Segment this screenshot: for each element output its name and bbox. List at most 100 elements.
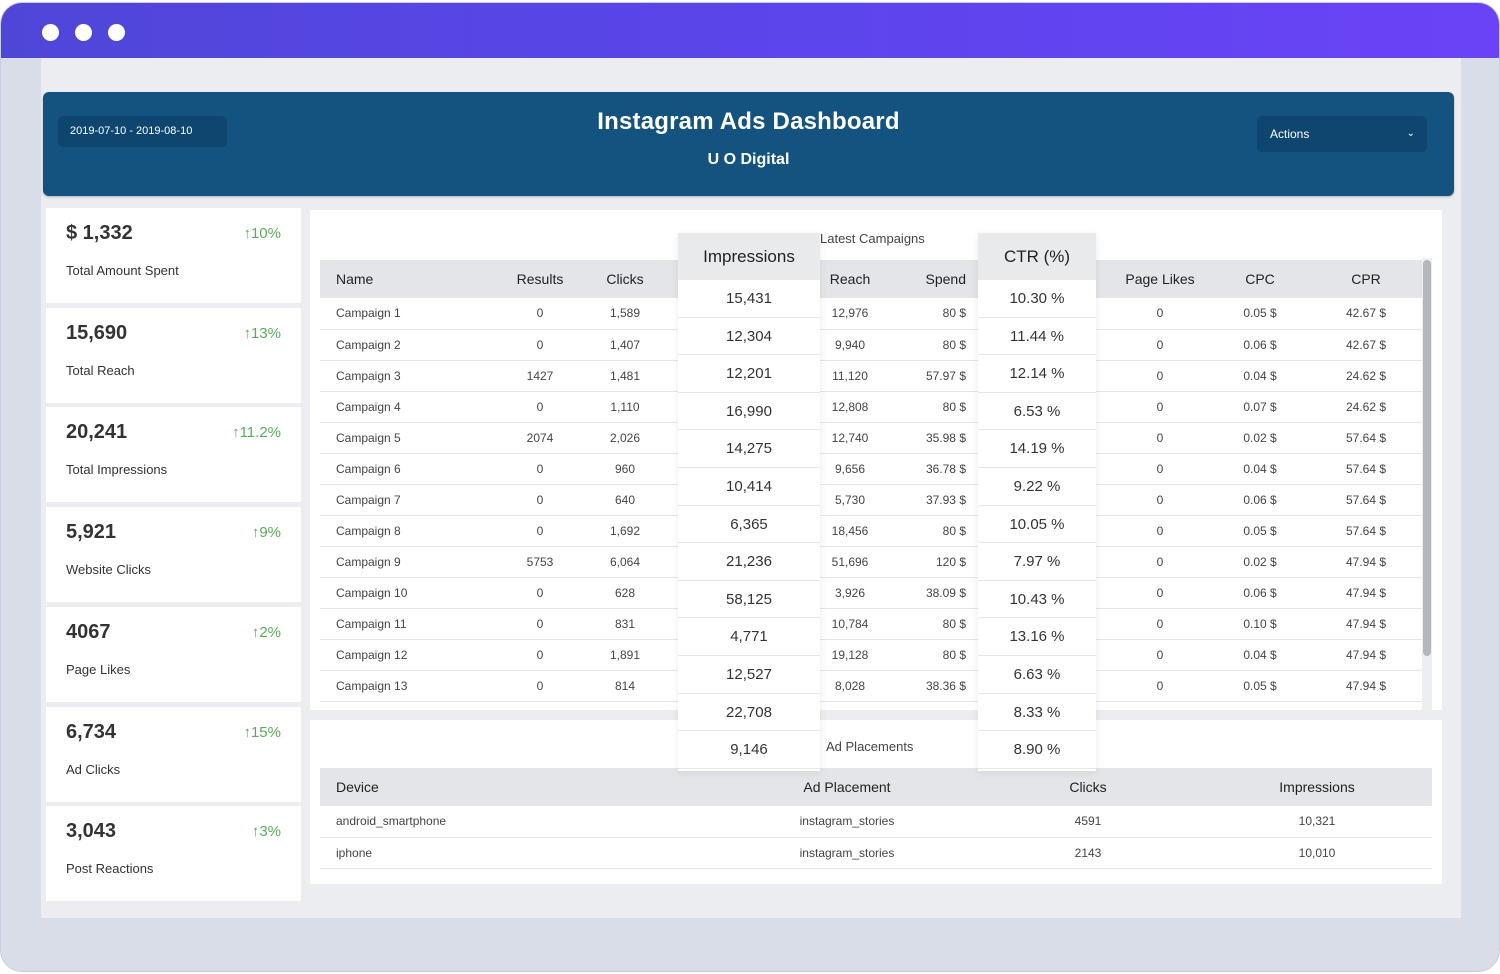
table-cell: 37.93 $ [890, 484, 980, 516]
column-header[interactable]: Results [516, 271, 564, 287]
kpi-card: $ 1,332 ↑10% Total Amount Spent [46, 208, 301, 303]
column-header[interactable]: CPR [1351, 271, 1381, 287]
column-header[interactable]: CPC [1245, 271, 1275, 287]
impressions-cell: 10,414 [678, 468, 820, 506]
table-cell: 8,028 [810, 670, 890, 702]
column-header[interactable]: Ad Placement [803, 779, 891, 795]
table-cell: 42.67 $ [1310, 298, 1422, 330]
kpi-label: Post Reactions [66, 861, 154, 877]
table-cell: 42.67 $ [1310, 329, 1422, 361]
table-cell: 0 [1110, 577, 1210, 609]
table-cell: 80 $ [890, 639, 980, 671]
date-range-picker[interactable]: 2019-07-10 - 2019-08-10 [58, 116, 227, 147]
impressions-cell: 58,125 [678, 581, 820, 619]
table-cell: 0.04 $ [1210, 639, 1310, 671]
window-close-dot[interactable] [42, 24, 59, 41]
window-minimize-dot[interactable] [75, 24, 92, 41]
column-header[interactable]: Name [336, 271, 374, 287]
ctr-highlight-column: CTR (%) 10.30 % 11.44 % 12.14 % 6.53 % 14.19… [978, 233, 1096, 771]
table-cell: 9,656 [810, 453, 890, 485]
campaigns-header-row: NameResultsClicksImpressionsReachSpendCT… [320, 260, 1422, 298]
dashboard-header: 2019-07-10 - 2019-08-10 Instagram Ads Da… [43, 92, 1454, 196]
column-header[interactable]: Page Likes [1125, 271, 1195, 287]
table-cell: 19,128 [810, 639, 890, 671]
ctr-cell: 7.97 % [978, 543, 1096, 581]
ctr-cell: 10.30 % [978, 280, 1096, 318]
column-header[interactable]: Impressions [1279, 779, 1355, 795]
table-cell: 80 $ [890, 391, 980, 423]
table-cell: 10,010 [1202, 837, 1432, 869]
table-cell: 24.62 $ [1310, 391, 1422, 423]
column-header[interactable]: Spend [925, 271, 966, 287]
table-cell: 0 [490, 515, 590, 547]
actions-dropdown[interactable]: Actions ⌄ [1257, 116, 1427, 152]
impressions-highlight-column: Impressions 15,431 12,304 12,201 16,990 14,2… [678, 233, 820, 771]
campaigns-table: NameResultsClicksImpressionsReachSpendCT… [320, 260, 1422, 702]
kpi-card: 6,734 ↑15% Ad Clicks [46, 706, 301, 802]
table-cell: instagram_stories [720, 837, 974, 869]
ctr-cell: 6.53 % [978, 393, 1096, 431]
table-cell: 38.36 $ [890, 670, 980, 702]
table-row[interactable]: iphone instagram_stories 2143 10,010 [320, 837, 1432, 869]
table-cell: Campaign 3 [320, 360, 490, 392]
impressions-cell: 16,990 [678, 393, 820, 431]
column-header[interactable]: Device [336, 779, 379, 795]
column-header[interactable]: Clicks [1069, 779, 1107, 795]
table-cell: 0 [1110, 670, 1210, 702]
impressions-cell: 9,146 [678, 731, 820, 769]
kpi-card: 5,921 ↑9% Website Clicks [46, 507, 301, 603]
kpi-label: Total Amount Spent [66, 263, 179, 278]
table-cell: 0.05 $ [1210, 298, 1310, 330]
table-cell: Campaign 8 [320, 515, 490, 547]
impressions-highlight-header: Impressions [678, 233, 820, 280]
table-cell: 57.64 $ [1310, 422, 1422, 454]
table-cell: 12,808 [810, 391, 890, 423]
table-cell: 47.94 $ [1310, 608, 1422, 640]
chevron-down-icon: ⌄ [1406, 128, 1415, 139]
campaigns-table-wrap: NameResultsClicksImpressionsReachSpendCT… [320, 260, 1422, 705]
placements-header-row: Device Ad Placement Clicks Impressions [320, 768, 1432, 806]
kpi-value: 20,241 [66, 421, 128, 444]
column-header[interactable]: Reach [829, 271, 871, 287]
table-cell: 0 [1110, 546, 1210, 578]
kpi-value: 5,921 [66, 521, 117, 544]
kpi-change: ↑10% [243, 225, 281, 242]
table-cell: 2,026 [590, 422, 660, 454]
table-cell: 80 $ [890, 515, 980, 547]
table-cell: 0 [1110, 484, 1210, 516]
placements-table: Device Ad Placement Clicks Impressions andr… [320, 768, 1432, 869]
kpi-value: 6,734 [66, 720, 117, 743]
ctr-cell: 9.22 % [978, 468, 1096, 506]
page-subtitle: U O Digital [707, 151, 790, 168]
table-cell: 0 [1110, 515, 1210, 547]
table-cell: 0 [1110, 453, 1210, 485]
table-cell: 12,976 [810, 298, 890, 330]
ctr-cell: 8.33 % [978, 694, 1096, 732]
campaigns-scrollbar-thumb[interactable] [1423, 260, 1431, 656]
kpi-change: ↑2% [251, 623, 281, 641]
table-cell: Campaign 11 [320, 608, 490, 640]
window-maximize-dot[interactable] [108, 24, 125, 41]
table-cell: 1,692 [590, 515, 660, 547]
column-header[interactable]: Clicks [606, 271, 644, 287]
table-cell: 0.06 $ [1210, 329, 1310, 361]
table-cell: 640 [590, 484, 660, 516]
table-cell: 35.98 $ [890, 422, 980, 454]
table-cell: Campaign 5 [320, 422, 490, 454]
table-cell: 0.05 $ [1210, 670, 1310, 702]
table-cell: 1,481 [590, 360, 660, 392]
table-row[interactable]: android_smartphone instagram_stories 4591 1… [320, 806, 1432, 838]
